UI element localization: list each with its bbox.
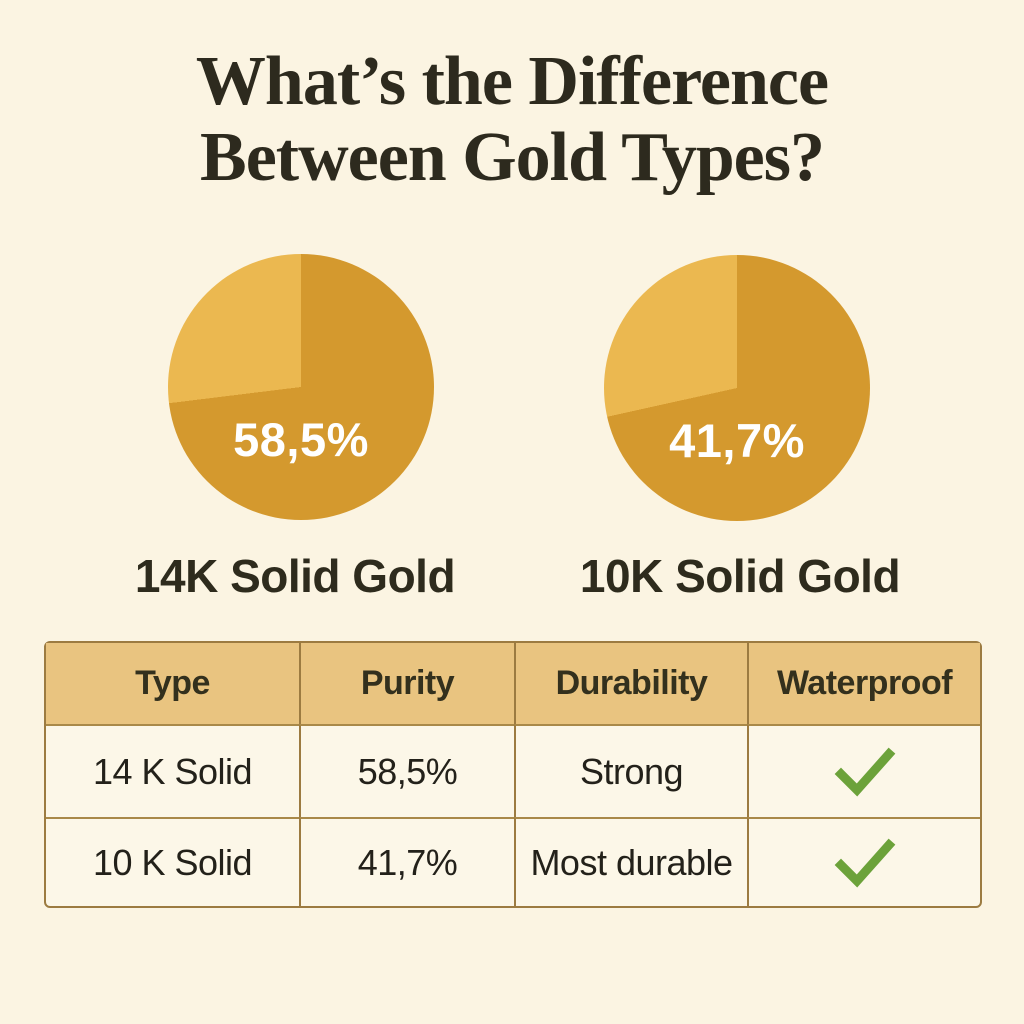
table-cell-purity-10k: 41,7% — [299, 817, 514, 906]
table-cell-durability-14k: Strong — [514, 724, 747, 817]
pie-caption-10k: 10K Solid Gold — [579, 550, 901, 602]
table-cell-purity-14k: 58,5% — [299, 724, 514, 817]
table-header-waterproof: Waterproof — [747, 643, 980, 724]
checkmark-icon — [834, 838, 895, 888]
table-header-type: Type — [46, 643, 299, 724]
pie-value-label-14k: 58,5% — [233, 413, 369, 466]
page-title: What’s the Difference Between Gold Types… — [0, 44, 1024, 195]
table-cell-waterproof-14k — [747, 724, 980, 817]
comparison-table: Type Purity Durability Waterproof 14 K S… — [44, 641, 982, 908]
checkmark-icon — [834, 747, 895, 797]
table-cell-waterproof-10k — [747, 817, 980, 906]
page-title-line-1: What’s the Difference — [195, 43, 829, 120]
table-cell-type-14k: 14 K Solid — [46, 724, 299, 817]
pie-caption-14k: 14K Solid Gold — [134, 550, 456, 602]
pie-chart-10k: 41,7% — [604, 255, 870, 521]
pie-chart-14k: 58,5% — [168, 254, 434, 520]
pie-value-label-10k: 41,7% — [669, 414, 805, 467]
page-title-line-2: Between Gold Types? — [200, 118, 825, 196]
table-header-durability: Durability — [514, 643, 747, 724]
table-cell-type-10k: 10 K Solid — [46, 817, 299, 906]
table-header-purity: Purity — [299, 643, 514, 724]
table-cell-durability-10k: Most durable — [514, 817, 747, 906]
